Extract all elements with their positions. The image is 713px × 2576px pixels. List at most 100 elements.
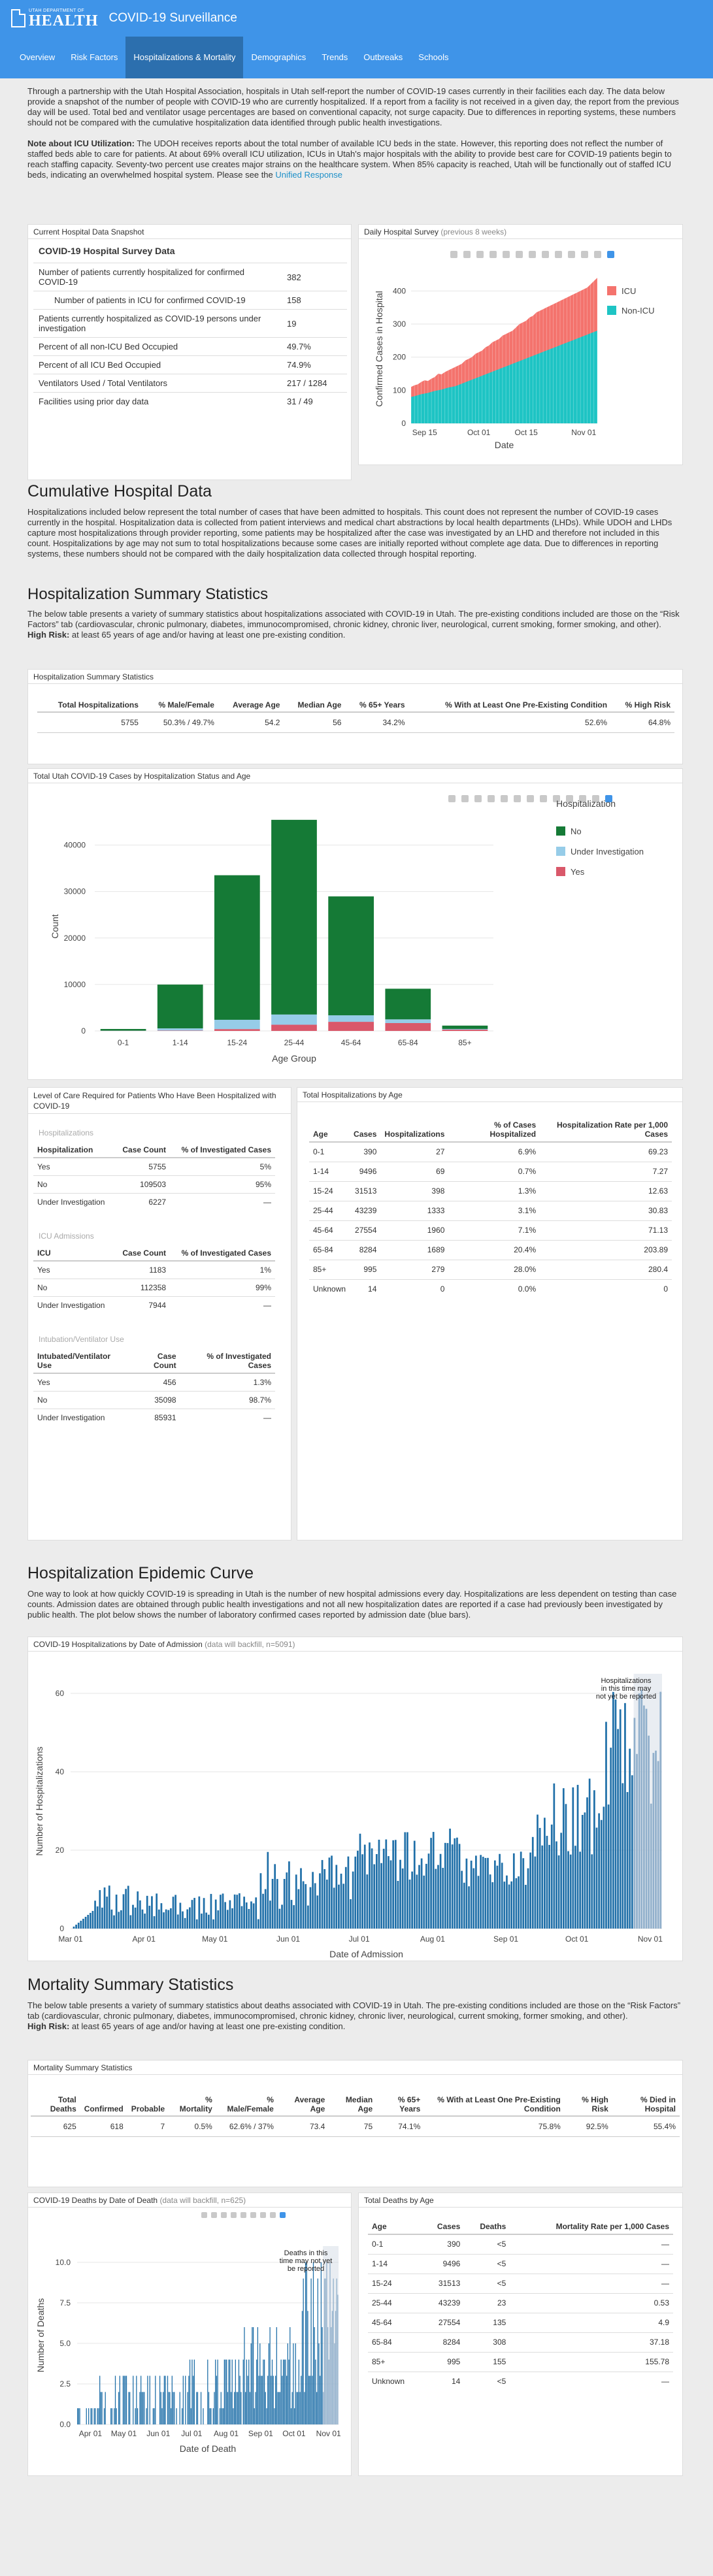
age-table-header: Mortality Rate per 1,000 Cases [510, 2219, 673, 2234]
death-bar [183, 2376, 184, 2424]
death-bar [266, 2408, 267, 2424]
epi-chart[interactable]: 0 20 40 60 Hospitalizationsin this time mayn… [28, 1654, 682, 1961]
x-tick-label: Sep 15 [412, 428, 437, 437]
loc-header: Case Count [130, 1349, 180, 1373]
snapshot-row: Facilities using prior day data 31 / 49 [33, 393, 347, 411]
admission-bar [418, 1865, 420, 1929]
death-bar [135, 2408, 136, 2424]
table-cell: 27554 [423, 2313, 465, 2332]
nav-tab-risk-factors[interactable]: Risk Factors [63, 37, 125, 78]
admission-bar [123, 1894, 125, 1929]
admission-bar [246, 1902, 248, 1929]
nav-tab-demographics[interactable]: Demographics [243, 37, 314, 78]
unreported-annotation: Hospitalizations [601, 1677, 652, 1685]
death-bar [104, 2408, 105, 2424]
snapshot-value: 382 [282, 263, 347, 291]
nav-tab-trends[interactable]: Trends [314, 37, 356, 78]
age-chart[interactable]: 0 10000 20000 30000 40000 0-1 1-14 15-24 25-44 45… [28, 786, 682, 1080]
age-bar-under-investigation [158, 1028, 203, 1030]
summary-value: 92.5% [565, 2116, 612, 2137]
x-tick-label: May 01 [202, 1934, 228, 1944]
admission-bar [579, 1851, 581, 1929]
admission-bar [310, 1887, 312, 1929]
age-bar-no [442, 1026, 488, 1029]
loc-header: Intubated/Ventilator Use [33, 1349, 130, 1373]
admission-bar [593, 1790, 595, 1929]
admission-bar [567, 1851, 569, 1929]
admission-bar [591, 1854, 593, 1929]
y-tick-label: 0 [81, 1026, 86, 1035]
summary-value: 54.2 [218, 712, 284, 733]
admission-bar [253, 1903, 255, 1929]
legend-swatch [556, 847, 565, 856]
loc-table: Hospitalization Case Count% of Investigat… [33, 1143, 275, 1211]
death-bar [321, 2262, 322, 2424]
admission-bar [108, 1885, 110, 1929]
admission-bar [525, 1885, 527, 1929]
admission-bar [158, 1910, 160, 1929]
summary-header: Median Age [284, 698, 345, 712]
x-tick-label: Jun 01 [146, 2429, 170, 2438]
admission-bar [82, 1919, 84, 1929]
admission-bar [184, 1918, 186, 1929]
nav-tab-hospitalizations-mortality[interactable]: Hospitalizations & Mortality [125, 37, 243, 78]
nav-tab-schools[interactable]: Schools [410, 37, 456, 78]
summary-value: 34.2% [345, 712, 408, 733]
nav-tab-overview[interactable]: Overview [12, 37, 63, 78]
y-tick-label: 100 [393, 385, 406, 395]
age-bar-yes [328, 1022, 374, 1031]
table-cell: 43239 [423, 2293, 465, 2313]
admission-bar [323, 1869, 325, 1929]
death-bar [213, 2408, 214, 2424]
admission-bar [212, 1919, 214, 1929]
admission-bar [411, 1872, 413, 1929]
admission-bar [329, 1857, 331, 1929]
death-bar [77, 2408, 78, 2424]
admission-bar [622, 1783, 623, 1929]
death-bar [78, 2408, 79, 2424]
x-tick-label: Sep 01 [493, 1934, 518, 1944]
table-cell: 27 [380, 1142, 448, 1162]
table-cell: 23 [464, 2293, 510, 2313]
y-axis-title: Confirmed Cases in Hospital [374, 291, 384, 406]
admission-bar [272, 1879, 274, 1929]
table-cell: 85+ [368, 2352, 423, 2372]
table-cell: <5 [464, 2254, 510, 2274]
table-cell: 4.9 [510, 2313, 673, 2332]
death-bar [236, 2392, 237, 2424]
table-cell: — [510, 2372, 673, 2391]
admission-bar [291, 1900, 293, 1929]
summary-value: 64.8% [611, 712, 674, 733]
death-bar [90, 2408, 91, 2424]
y-tick-label: 20000 [64, 934, 86, 943]
death-bar [224, 2360, 225, 2424]
snapshot-value: 217 / 1284 [282, 374, 347, 393]
deaths-date-chart[interactable]: 0.0 2.5 5.0 7.5 10.0 Deaths in thistime may n… [28, 2210, 351, 2475]
admission-bar [390, 1861, 392, 1929]
daily-survey-title: Daily Hospital Survey (previous 8 weeks) [359, 225, 682, 239]
death-bar [146, 2408, 147, 2424]
loc-row: Yes 456 1.3% [33, 1373, 275, 1392]
age-bar-no [385, 988, 431, 1019]
admission-bar [570, 1855, 572, 1929]
udoh-logo[interactable]: UTAH DEPARTMENT OF HEALTH [10, 8, 99, 28]
summary-value: 0.5% [169, 2116, 216, 2137]
admission-bar [359, 1834, 361, 1929]
table-row: 1-14 9496 <5— [368, 2254, 673, 2274]
epi-text: One way to look at how quickly COVID-19 … [27, 1589, 683, 1620]
snapshot-label: Patients currently hospitalized as COVID… [33, 310, 282, 338]
nav-tab-outbreaks[interactable]: Outbreaks [356, 37, 410, 78]
daily-survey-panel: Daily Hospital Survey (previous 8 weeks)… [358, 224, 683, 465]
age-bar-no [158, 985, 203, 1028]
admission-bar [137, 1891, 139, 1929]
death-bar [273, 2376, 274, 2424]
death-bar [302, 2311, 303, 2424]
summary-header: % Died in Hospital [612, 2093, 680, 2116]
daily-survey-chart[interactable]: 0 100 200 300 400 Sep 15 Oct 01 Oct 15 Nov 01 Dat… [359, 242, 682, 464]
death-bar [277, 2392, 278, 2424]
unified-response-link[interactable]: Unified Response [275, 170, 342, 180]
snapshot-value: 74.9% [282, 356, 347, 374]
admission-bar [612, 1692, 614, 1929]
death-bar [226, 2360, 227, 2424]
death-bar [248, 2360, 249, 2424]
